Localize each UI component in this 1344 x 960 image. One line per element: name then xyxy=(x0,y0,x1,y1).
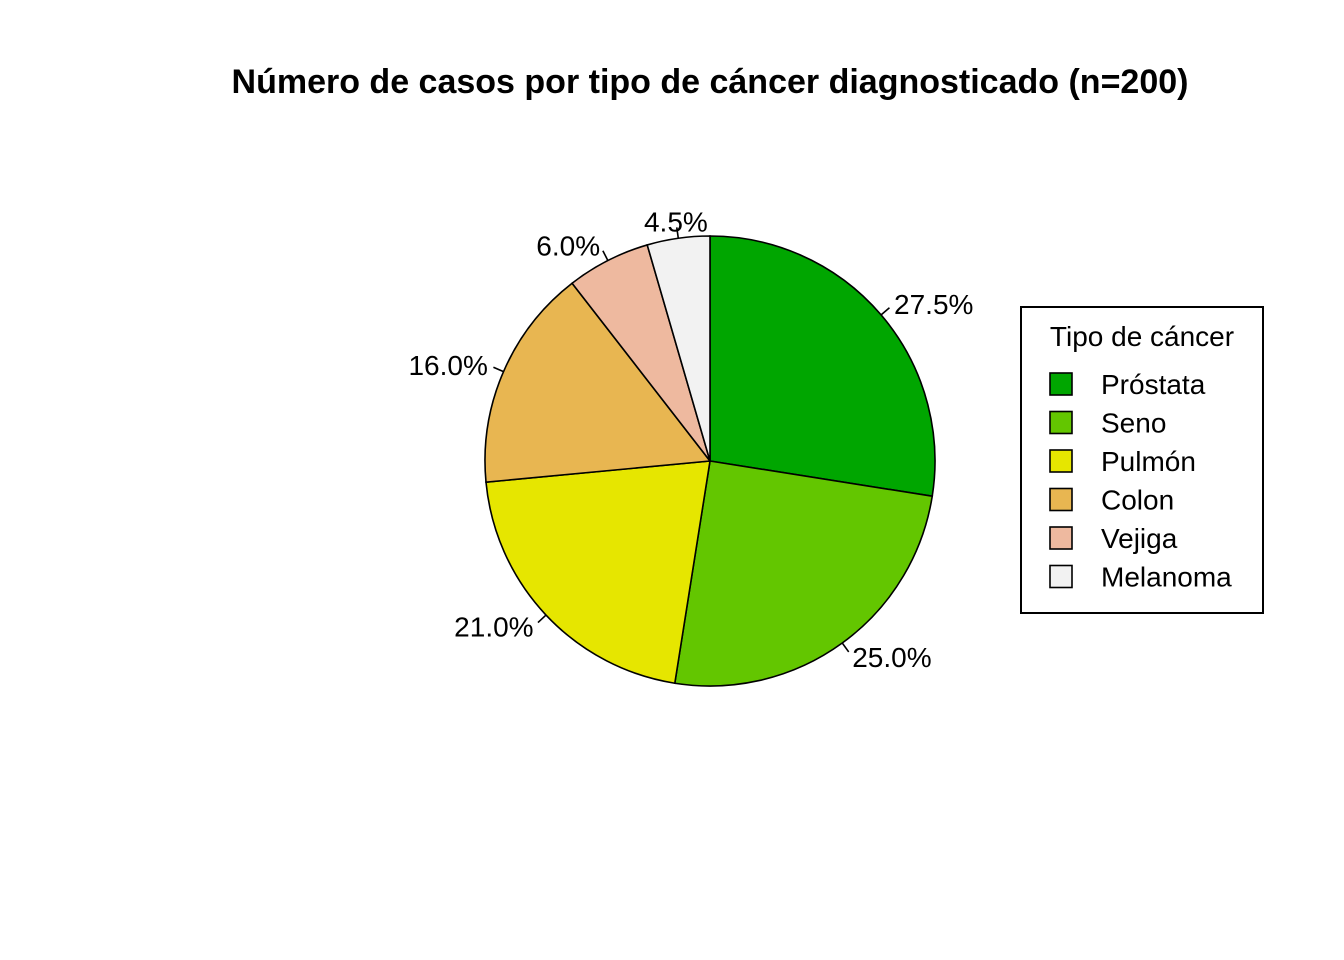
legend-swatch-melanoma xyxy=(1049,564,1073,589)
legend-label-pulmon: Pulmón xyxy=(1101,446,1196,477)
label-tick-prostata xyxy=(880,307,890,316)
legend-label-colon: Colon xyxy=(1101,485,1174,516)
legend-swatch-seno xyxy=(1049,410,1073,435)
slice-prostata xyxy=(709,235,936,498)
legend-swatch-pulmon xyxy=(1049,449,1073,473)
chart-title: Número de casos por tipo de cáncer diagn… xyxy=(232,63,1189,101)
slice-melanoma xyxy=(646,235,711,462)
pct-label-colon: 16.0% xyxy=(408,350,487,381)
label-tick-colon xyxy=(493,366,504,373)
legend-label-melanoma: Melanoma xyxy=(1101,562,1232,593)
legend-label-vejiga: Vejiga xyxy=(1101,523,1178,554)
slice-seno xyxy=(673,460,934,687)
legend-swatch-colon xyxy=(1049,487,1073,512)
legend-label-seno: Seno xyxy=(1101,408,1166,439)
legend-swatch-vejiga xyxy=(1049,526,1073,550)
label-tick-seno xyxy=(841,642,850,653)
slice-pulmon xyxy=(485,460,711,685)
legend-title: Tipo de cáncer xyxy=(1050,321,1234,352)
pct-label-melanoma: 4.5% xyxy=(644,206,708,237)
legend-items: Próstata Seno Pulmón Colon Vejiga Melanoma xyxy=(1049,369,1232,593)
label-tick-pulmon xyxy=(537,614,547,624)
pie-labels: 27.5% 25.0% 21.0% 16.0% 6.0% 4.5% xyxy=(408,206,973,672)
pct-label-prostata: 27.5% xyxy=(894,289,973,320)
pie-slices xyxy=(484,235,936,687)
pct-label-seno: 25.0% xyxy=(852,642,931,673)
pct-label-pulmon: 21.0% xyxy=(454,612,533,643)
legend: Tipo de cáncer Próstata Seno Pulmón Colon Ve… xyxy=(1020,306,1264,614)
pct-label-vejiga: 6.0% xyxy=(536,230,600,261)
label-tick-vejiga xyxy=(602,250,609,261)
legend-swatch-prostata xyxy=(1049,372,1073,396)
legend-label-prostata: Próstata xyxy=(1101,369,1206,400)
label-tick-melanoma xyxy=(675,227,680,239)
slice-colon xyxy=(484,282,712,484)
